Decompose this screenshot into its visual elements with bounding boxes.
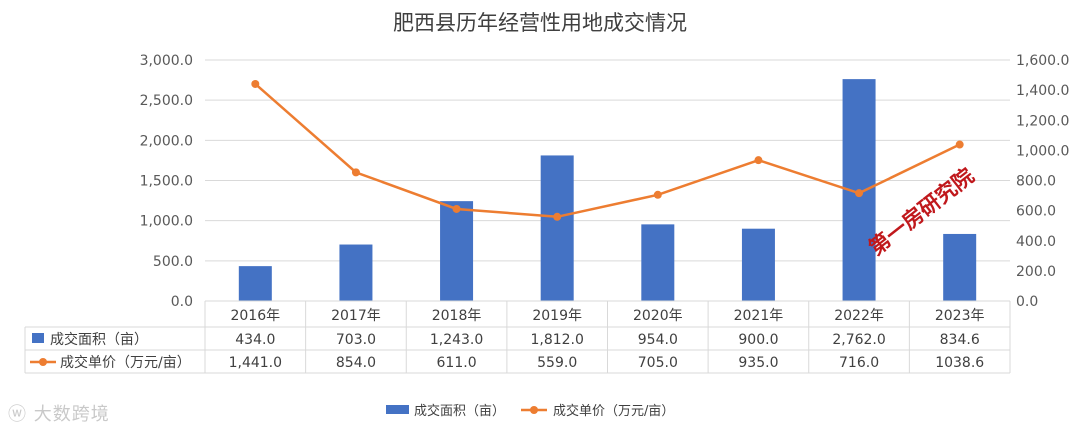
bar — [741, 228, 775, 301]
x-tick-label: 2022年 — [834, 308, 884, 324]
y-axis-right: 0.0 200.0 400.0 600.0 800.0 1,000.0 1,200.0 1,4… — [1016, 53, 1069, 310]
gridlines — [205, 59, 1010, 302]
weibo-icon: ⓦ — [8, 404, 27, 425]
data-label: 559.0 — [537, 355, 577, 371]
line-point — [251, 79, 260, 88]
y-tick-right: 800.0 — [1016, 174, 1056, 190]
x-tick-label: 2017年 — [331, 308, 381, 324]
data-label: 434.0 — [235, 332, 275, 348]
line-series — [251, 79, 964, 221]
data-label: 900.0 — [738, 332, 778, 348]
x-tick-label: 2019年 — [532, 308, 582, 324]
legend-item-price: 成交单价（万元/亩） — [553, 403, 674, 419]
legend-swatch-marker — [530, 406, 538, 414]
bar — [440, 201, 474, 301]
y-tick-right: 600.0 — [1016, 204, 1056, 220]
line-point — [553, 212, 562, 221]
bar — [943, 233, 977, 301]
legend-item-area: 成交面积（亩） — [414, 403, 505, 419]
watermark-text: 大数跨境 — [33, 404, 110, 425]
watermark-logo: ⓦ 大数跨境 — [8, 400, 110, 426]
y-tick-right: 1,000.0 — [1016, 143, 1069, 159]
data-label: 834.6 — [940, 332, 980, 348]
line-point — [855, 189, 864, 198]
y-tick-right: 0.0 — [1016, 294, 1038, 310]
data-label: 954.0 — [638, 332, 678, 348]
y-tick-left: 2,500.0 — [140, 93, 193, 109]
line-point — [754, 156, 763, 165]
data-label: 1,243.0 — [430, 332, 483, 348]
series-line — [254, 83, 961, 219]
y-tick-left: 1,500.0 — [140, 174, 193, 190]
row-header-area: 成交面积（亩） — [50, 331, 148, 348]
legend-swatch-bar — [386, 405, 409, 414]
line-point — [351, 168, 360, 177]
bar — [540, 155, 574, 301]
line-point — [653, 190, 662, 199]
y-tick-right: 400.0 — [1016, 234, 1056, 250]
x-tick-label: 2021年 — [734, 308, 784, 324]
data-label: 716.0 — [839, 355, 879, 371]
chart-title: 肥西县历年经营性用地成交情况 — [393, 11, 687, 35]
data-label: 1038.6 — [935, 355, 984, 371]
data-label: 854.0 — [336, 355, 376, 371]
y-tick-left: 2,000.0 — [140, 133, 193, 149]
y-tick-right: 1,400.0 — [1016, 83, 1069, 99]
line-point — [452, 204, 461, 213]
bar — [641, 224, 675, 301]
data-label: 703.0 — [336, 332, 376, 348]
y-tick-left: 500.0 — [153, 254, 193, 270]
data-table: 2016年 2017年 2018年 2019年 2020年 2021年 2022年 2023年… — [24, 300, 1011, 374]
x-tick-label: 2020年 — [633, 308, 683, 324]
y-tick-left: 0.0 — [171, 294, 193, 310]
legend: 成交面积（亩） 成交单价（万元/亩） — [386, 403, 674, 419]
y-tick-right: 200.0 — [1016, 264, 1056, 280]
x-tick-label: 2018年 — [432, 308, 482, 324]
data-label: 2,762.0 — [832, 332, 885, 348]
bar — [339, 244, 373, 301]
data-label: 1,441.0 — [229, 355, 282, 371]
line-point — [955, 140, 964, 149]
y-tick-right: 1,600.0 — [1016, 53, 1069, 69]
row-header-price: 成交单价（万元/亩） — [60, 354, 191, 371]
data-label: 935.0 — [738, 355, 778, 371]
y-tick-left: 3,000.0 — [140, 53, 193, 69]
data-label: 1,812.0 — [530, 332, 583, 348]
x-tick-label: 2023年 — [935, 308, 985, 324]
y-tick-right: 1,200.0 — [1016, 113, 1069, 129]
x-tick-label: 2016年 — [230, 308, 280, 324]
bar — [238, 266, 272, 301]
y-tick-left: 1,000.0 — [140, 214, 193, 230]
data-label: 611.0 — [437, 355, 477, 371]
legend-swatch-marker — [39, 358, 47, 366]
legend-swatch-bar — [32, 333, 44, 343]
data-label: 705.0 — [638, 355, 678, 371]
y-axis-left: 0.0 500.0 1,000.0 1,500.0 2,000.0 2,500.0 3,00… — [140, 53, 193, 310]
